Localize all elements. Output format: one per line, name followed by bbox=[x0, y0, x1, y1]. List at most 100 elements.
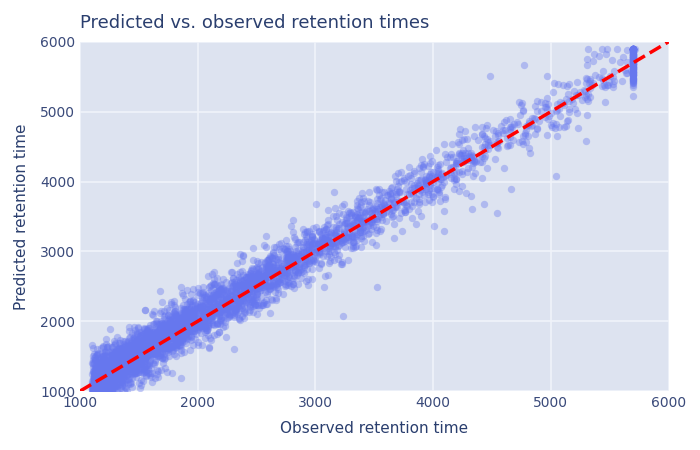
Point bbox=[135, 346, 146, 353]
Point bbox=[130, 345, 141, 352]
Point bbox=[492, 132, 503, 139]
Point bbox=[279, 260, 290, 267]
Point bbox=[209, 293, 220, 300]
Point bbox=[183, 308, 195, 315]
Point bbox=[213, 288, 224, 295]
Point bbox=[109, 356, 120, 363]
Point bbox=[87, 386, 98, 393]
Point bbox=[162, 325, 174, 332]
Point bbox=[108, 362, 119, 369]
Point bbox=[126, 355, 137, 362]
Point bbox=[363, 197, 374, 204]
Point bbox=[90, 385, 101, 392]
Point bbox=[483, 141, 494, 149]
Point bbox=[403, 206, 414, 213]
Point bbox=[505, 123, 516, 130]
Point bbox=[91, 387, 102, 395]
Point bbox=[430, 147, 442, 154]
Point bbox=[122, 362, 133, 369]
Point bbox=[130, 369, 141, 376]
Point bbox=[628, 79, 639, 86]
Point bbox=[111, 360, 122, 367]
Point bbox=[384, 189, 395, 197]
Point bbox=[155, 330, 166, 337]
Point bbox=[118, 375, 129, 382]
Point bbox=[295, 260, 306, 267]
Point bbox=[152, 346, 163, 353]
Point bbox=[497, 126, 508, 134]
Point bbox=[146, 340, 158, 347]
Point bbox=[154, 330, 165, 338]
Point bbox=[159, 335, 170, 342]
Point bbox=[384, 199, 395, 207]
Point bbox=[275, 264, 286, 271]
Point bbox=[265, 284, 276, 292]
Point bbox=[628, 45, 639, 52]
Point bbox=[116, 351, 127, 359]
Point bbox=[134, 351, 146, 358]
Point bbox=[380, 217, 391, 225]
Point bbox=[589, 72, 601, 79]
Point bbox=[428, 193, 439, 200]
Point bbox=[504, 116, 515, 123]
Point bbox=[106, 365, 117, 373]
Point bbox=[248, 292, 259, 300]
Point bbox=[404, 190, 415, 197]
Point bbox=[239, 288, 250, 295]
Point bbox=[172, 336, 183, 343]
Point bbox=[231, 310, 242, 318]
Point bbox=[563, 116, 574, 123]
Point bbox=[438, 140, 449, 148]
Point bbox=[117, 370, 128, 378]
Point bbox=[260, 276, 271, 284]
Point bbox=[106, 356, 118, 363]
Point bbox=[326, 239, 337, 247]
Point bbox=[628, 45, 639, 52]
Point bbox=[628, 51, 639, 59]
Point bbox=[125, 364, 136, 371]
Point bbox=[212, 330, 223, 338]
Point bbox=[395, 177, 407, 184]
Point bbox=[109, 361, 120, 369]
Point bbox=[628, 75, 639, 82]
Point bbox=[190, 306, 202, 313]
Point bbox=[208, 284, 219, 292]
Point bbox=[118, 346, 129, 353]
Point bbox=[162, 318, 174, 325]
Point bbox=[322, 232, 333, 239]
Point bbox=[109, 374, 120, 381]
Point bbox=[158, 324, 169, 331]
Point bbox=[124, 374, 135, 381]
Point bbox=[340, 243, 351, 250]
Point bbox=[359, 209, 370, 216]
Point bbox=[150, 352, 161, 360]
Point bbox=[181, 310, 193, 318]
Point bbox=[151, 340, 162, 347]
Point bbox=[628, 62, 639, 69]
Point bbox=[131, 333, 142, 341]
Point bbox=[234, 316, 246, 323]
Point bbox=[176, 332, 188, 339]
Point bbox=[116, 366, 127, 373]
Point bbox=[136, 360, 147, 368]
Point bbox=[276, 275, 288, 283]
Point bbox=[345, 233, 356, 240]
Point bbox=[405, 171, 416, 178]
Point bbox=[463, 144, 474, 152]
Point bbox=[117, 378, 128, 385]
Point bbox=[381, 203, 392, 210]
Point bbox=[88, 378, 99, 385]
Point bbox=[118, 372, 129, 379]
Point bbox=[128, 371, 139, 378]
Point bbox=[279, 245, 290, 252]
Point bbox=[218, 288, 229, 295]
Point bbox=[209, 309, 220, 316]
Point bbox=[244, 271, 255, 279]
Point bbox=[132, 345, 143, 352]
Point bbox=[98, 387, 109, 395]
Point bbox=[393, 183, 404, 190]
Point bbox=[191, 303, 202, 310]
Point bbox=[108, 359, 120, 366]
Point bbox=[109, 365, 120, 373]
Point bbox=[176, 322, 188, 329]
